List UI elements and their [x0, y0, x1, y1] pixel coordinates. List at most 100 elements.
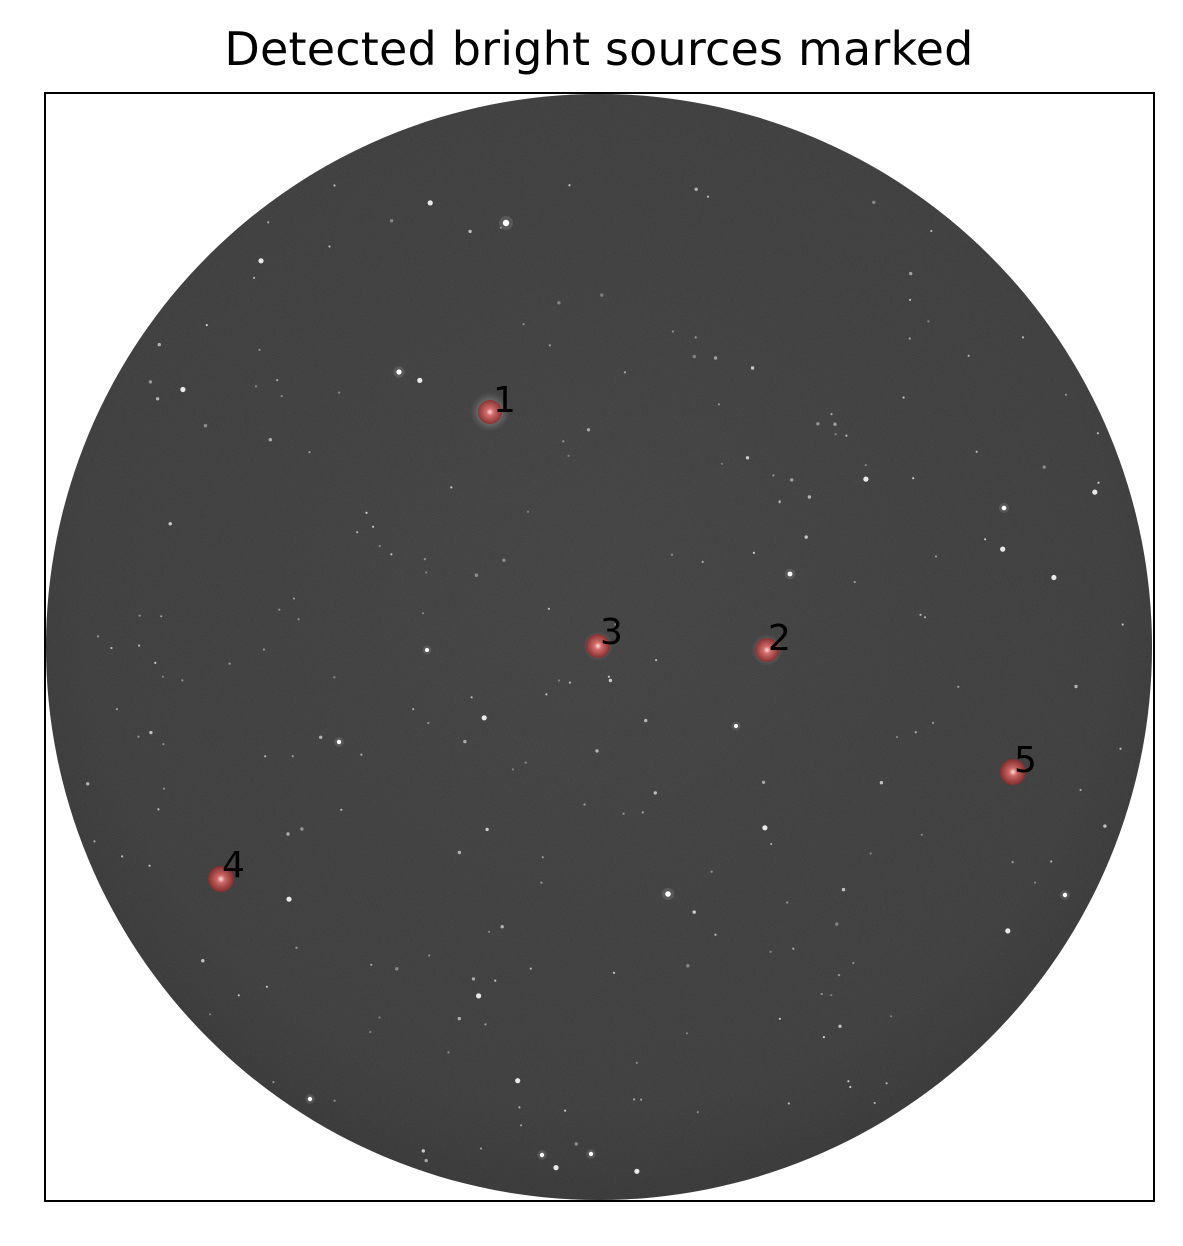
- background-star: [148, 380, 153, 384]
- background-star: [333, 676, 336, 679]
- background-star: [258, 348, 261, 351]
- background-star: [655, 659, 658, 662]
- background-star: [820, 992, 823, 996]
- background-star: [1000, 546, 1006, 552]
- background-star: [529, 967, 532, 970]
- background-star: [869, 852, 872, 855]
- background-star: [930, 229, 933, 233]
- background-star: [526, 510, 530, 513]
- source-label-1: 1: [493, 380, 516, 421]
- background-star: [180, 386, 186, 393]
- background-star: [670, 553, 674, 556]
- background-star: [752, 551, 756, 554]
- background-star: [909, 271, 913, 276]
- background-star: [761, 780, 766, 784]
- background-star: [476, 993, 482, 999]
- background-star: [778, 501, 781, 504]
- background-star: [696, 1111, 699, 1114]
- background-star: [268, 438, 272, 442]
- background-star: [356, 531, 359, 534]
- background-star: [138, 614, 141, 617]
- background-star: [653, 791, 657, 795]
- background-star: [457, 850, 462, 855]
- background-star: [714, 933, 717, 936]
- bright-star: [336, 739, 342, 745]
- background-star: [468, 229, 472, 234]
- background-star: [463, 739, 467, 744]
- background-star: [264, 755, 267, 758]
- background-star: [272, 1081, 275, 1084]
- background-star: [1051, 574, 1057, 581]
- background-star: [547, 607, 550, 610]
- background-star: [713, 356, 718, 360]
- background-star: [830, 994, 833, 997]
- background-star: [96, 635, 100, 638]
- background-star: [920, 833, 924, 836]
- bright-star: [396, 369, 402, 375]
- background-star: [155, 397, 160, 401]
- background-star: [548, 344, 551, 347]
- background-star: [168, 522, 172, 526]
- background-star: [770, 842, 773, 846]
- background-star: [816, 422, 820, 426]
- background-star: [484, 1023, 487, 1026]
- background-star: [395, 967, 399, 971]
- background-star: [1092, 489, 1098, 495]
- background-star: [957, 685, 960, 688]
- background-star: [515, 1078, 521, 1084]
- background-star: [450, 486, 453, 489]
- background-star: [914, 731, 917, 734]
- background-star: [923, 616, 927, 619]
- background-star: [254, 385, 258, 388]
- background-star: [390, 553, 393, 556]
- background-star: [474, 573, 479, 577]
- background-star: [641, 811, 644, 814]
- background-star: [481, 715, 487, 721]
- source-marker-3: 3: [583, 612, 623, 661]
- background-star: [967, 354, 970, 357]
- background-star: [427, 200, 433, 206]
- background-star: [267, 221, 270, 224]
- background-star: [864, 464, 867, 467]
- background-star: [369, 1030, 372, 1034]
- background-star: [545, 693, 548, 696]
- background-star: [1005, 928, 1011, 934]
- source-marker-5: 5: [1000, 740, 1037, 785]
- background-star: [1034, 881, 1037, 884]
- background-star: [694, 336, 697, 339]
- background-star: [417, 377, 423, 383]
- background-star: [568, 184, 571, 187]
- background-star: [622, 812, 625, 815]
- background-star: [568, 681, 572, 684]
- background-star: [201, 959, 205, 963]
- background-star: [500, 925, 504, 929]
- background-star: [421, 1149, 425, 1153]
- background-star: [378, 1016, 381, 1019]
- background-star: [586, 428, 591, 432]
- bright-star: [665, 891, 671, 897]
- background-star: [834, 433, 837, 436]
- background-star: [286, 832, 290, 836]
- background-stars: [86, 184, 1124, 1174]
- background-star: [890, 1015, 893, 1018]
- source-marker-1: 1: [470, 380, 516, 432]
- detected-sources: 1 2 3 4 5: [208, 380, 1037, 892]
- background-star: [786, 901, 789, 904]
- background-star: [86, 782, 90, 786]
- background-star: [908, 337, 911, 340]
- background-star: [932, 721, 935, 725]
- background-star: [562, 440, 565, 443]
- background-star: [873, 1101, 876, 1105]
- background-star: [623, 371, 627, 374]
- background-star: [209, 1013, 212, 1016]
- background-star: [137, 735, 140, 738]
- background-star: [564, 1109, 567, 1112]
- background-star: [1064, 393, 1068, 396]
- background-star: [412, 708, 415, 711]
- background-star: [927, 320, 930, 323]
- background-star: [1050, 860, 1053, 863]
- background-star: [975, 450, 978, 453]
- background-star: [488, 930, 491, 933]
- background-star: [912, 477, 915, 480]
- background-star: [841, 887, 846, 892]
